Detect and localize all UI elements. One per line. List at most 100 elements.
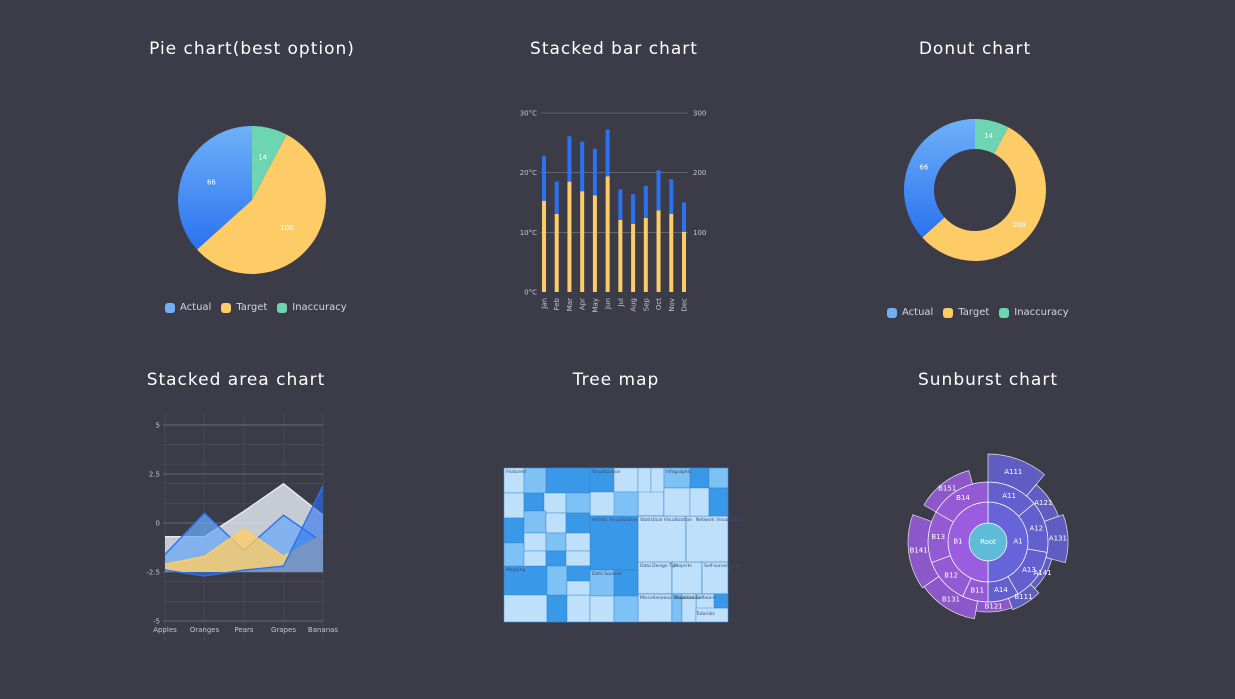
legend-item-actual: Actual [887, 307, 933, 318]
area-series-4 [165, 485, 323, 576]
treemap-cell [589, 467, 615, 493]
bar-segment-actual [682, 202, 686, 232]
y-left-tick: 0°C [524, 289, 537, 297]
treemap-cell [523, 467, 547, 494]
bar-segment-target [554, 213, 559, 292]
y-tick-label: 5 [156, 422, 160, 430]
treemap-label: Statistical Visualization [640, 517, 692, 523]
slice-target [922, 127, 1046, 262]
treemap-cell [613, 491, 639, 517]
sunburst-middle-label: A14 [994, 586, 1008, 594]
slice-actual [178, 126, 252, 250]
y-right-tick: 100 [693, 229, 706, 237]
donut-chart-title: Donut chart [918, 39, 1032, 59]
legend-label-inaccuracy: Inaccuracy [292, 302, 347, 313]
treemap-label: Artistic Visualization [592, 517, 638, 523]
bar-segment-target [669, 213, 674, 292]
sunburst-root [969, 523, 1007, 561]
treemap-label: Visualization [592, 469, 621, 475]
sunburst-outer-label: A111 [1004, 468, 1022, 476]
treemap-cell [565, 532, 591, 552]
x-tick-label: Sep [642, 297, 650, 311]
treemap-label: Infographic [666, 469, 692, 475]
bar-segment-actual [618, 189, 623, 220]
slice-inaccuracy [975, 119, 1009, 154]
legend-swatch-target [221, 302, 232, 313]
treemap-cell [589, 569, 615, 597]
sunburst-middle-label: B14 [956, 494, 970, 502]
area-line-4 [164, 485, 324, 577]
treemap-cell [613, 569, 639, 597]
slice-label-actual: 66 [207, 178, 216, 186]
stacked-bar-chart: 0°C 10°C 20°C 30°C 100 200 300 Jan Feb Mar Apr May J… [520, 110, 707, 313]
sunburst-middle-label: A13 [1022, 566, 1036, 574]
legend-item-inaccuracy: Inaccuracy [277, 302, 347, 313]
sunburst-outer-label: A121 [1034, 499, 1052, 507]
treemap-label: Statistics [674, 595, 695, 601]
treemap-label: Data Sources [592, 571, 623, 577]
treemap-group [589, 515, 639, 571]
legend-swatch-actual [887, 307, 897, 318]
y-left-tick: 20°C [520, 169, 537, 177]
treemap-cell [503, 517, 525, 544]
slice-target [197, 134, 326, 274]
bar-segment-target [643, 218, 648, 292]
legend-swatch-target [943, 307, 954, 318]
pie-chart-title: Pie chart(best option) [149, 39, 355, 59]
treemap-cell [613, 595, 639, 623]
treemap-cell [613, 467, 639, 493]
legend-label-actual: Actual [180, 302, 212, 313]
treemap-cell [637, 467, 652, 493]
legend-item-actual: Actual [165, 302, 211, 313]
treemap-cell [523, 532, 547, 552]
bar-segment-actual [580, 141, 585, 192]
area-chart-title: Stacked area chart [146, 370, 326, 390]
bar-segment-actual [554, 181, 559, 214]
treemap-cell [695, 607, 729, 623]
x-tick-label: Pears [234, 626, 253, 634]
legend-item-target: Target [943, 307, 989, 318]
treemap-chart: Featured Visualization Infographic Artistic… [503, 467, 745, 623]
treemap-group [671, 561, 703, 595]
legend-item-inaccuracy: Inaccuracy [999, 307, 1069, 318]
treemap-cell [708, 467, 729, 489]
treemap-cell [545, 532, 567, 552]
y-tick-label: -5 [153, 618, 160, 626]
treemap-cell [523, 510, 547, 534]
bar-segment-actual [656, 170, 661, 211]
slice-label-target: 100 [280, 224, 293, 232]
x-tick-label: Jul [617, 298, 625, 308]
sunburst-middle-label: A11 [1002, 492, 1016, 500]
sunburst-outer-label: B111 [1014, 593, 1032, 601]
bar-segment-target [656, 210, 661, 292]
slice-label-target: 100 [1012, 221, 1025, 229]
x-tick-label: Bananas [308, 626, 339, 634]
bar-segment-target [567, 181, 572, 292]
sunburst-outer-label: A131 [1049, 534, 1067, 542]
sunburst-outer-b141 [907, 514, 940, 589]
treemap-group [637, 561, 673, 595]
slice-label-actual: 66 [919, 164, 928, 172]
legend-swatch-actual [165, 302, 175, 313]
x-tick-label: Feb [553, 297, 561, 310]
treemap-cell [565, 550, 591, 567]
sunburst-middle-label: B11 [970, 586, 984, 594]
y-left-tick: 10°C [520, 229, 537, 237]
bar-segment-actual [592, 148, 597, 196]
treemap-cell [545, 550, 567, 567]
treemap-cell [503, 492, 525, 519]
treemap-label: Self-surveillance [704, 563, 741, 569]
bar-segment-target [605, 176, 610, 292]
sunburst-outer-b151 [923, 470, 973, 513]
x-tick-label: Apr [579, 298, 587, 310]
bar-segment-target [631, 223, 636, 292]
treemap-cell [503, 594, 548, 623]
sunburst-outer-label: B121 [985, 602, 1003, 610]
treemap-cell [543, 492, 567, 514]
bar-segment-actual [605, 129, 610, 177]
y-right-tick: 300 [693, 110, 706, 118]
donut-chart: 14 100 66 [904, 119, 1046, 262]
treemap-cell [566, 580, 591, 596]
y-right-tick: 200 [693, 169, 706, 177]
legend-label-target: Target [958, 307, 990, 318]
